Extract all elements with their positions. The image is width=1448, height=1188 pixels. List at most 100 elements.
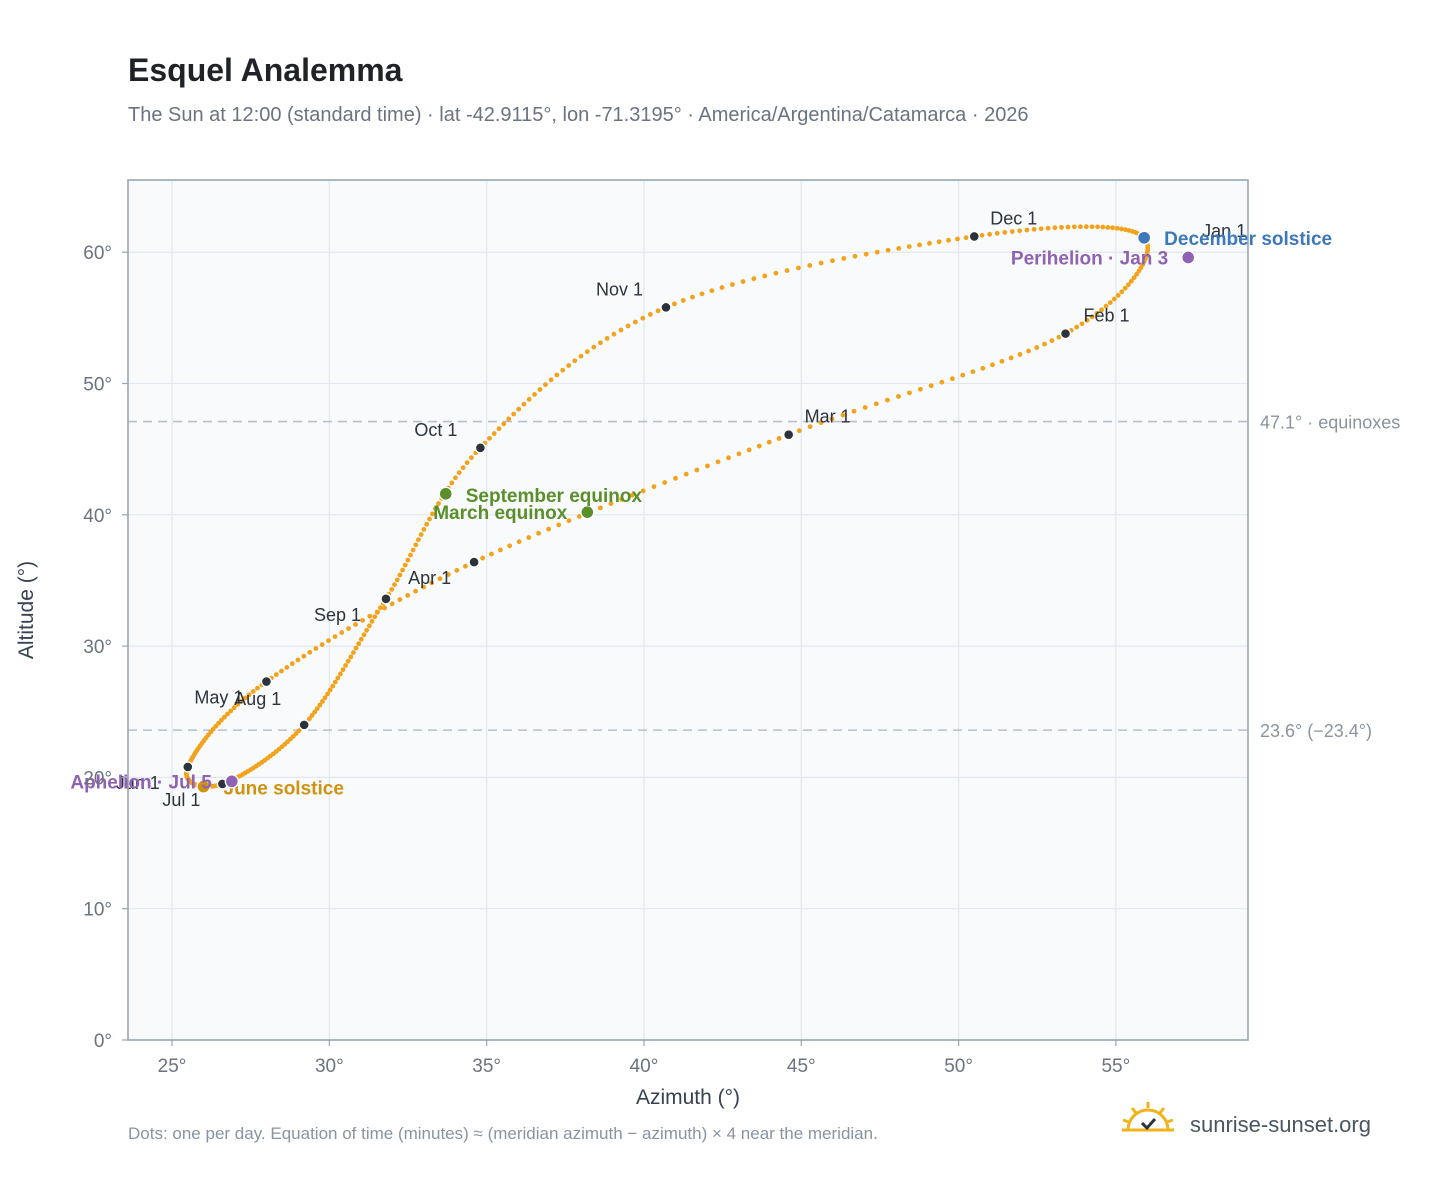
daily-point [632,319,638,325]
daily-point [364,627,370,633]
daily-point [756,443,762,449]
daily-point [536,530,542,536]
daily-point [1031,226,1037,232]
daily-point [852,253,858,259]
daily-point [970,369,976,375]
daily-point [1100,224,1106,230]
daily-point [453,475,458,481]
month-label: May 1 [194,688,243,708]
month-marker [782,429,795,441]
daily-point [516,406,522,412]
daily-point [537,387,543,392]
daily-point [726,455,731,461]
daily-point [1049,338,1055,344]
daily-point [424,521,430,527]
daily-point [841,256,847,261]
month-label: Feb 1 [1084,306,1130,326]
daily-point [776,436,782,441]
month-marker [468,556,480,568]
daily-point [405,557,411,563]
daily-point [235,702,241,707]
daily-point [736,451,742,457]
daily-point [1045,225,1051,231]
month-marker [968,230,980,243]
x-tick-label: 55° [1101,1056,1130,1077]
daily-point [591,344,597,350]
daily-point [295,657,301,663]
daily-point [340,667,346,673]
daily-point [358,636,364,642]
daily-point [421,584,427,590]
daily-point [960,372,966,378]
event-label: March equinox [433,503,568,524]
daily-point [1071,224,1077,230]
daily-point [818,420,824,426]
daily-point [335,675,341,681]
daily-point [597,505,603,511]
daily-point [705,463,710,469]
daily-point [532,391,537,397]
daily-point [437,576,443,582]
daily-point [353,622,358,627]
daily-point [238,698,244,704]
daily-point [556,522,562,528]
event-label: September equinox [466,486,643,507]
daily-point [1024,227,1030,233]
daily-point [543,382,548,388]
daily-point [1078,224,1083,230]
axis-ticks: 25° 30° 35° 40° 45° 50° 55° 0° 10° 20° 30° 40° 50° 60… [83,243,1130,1077]
daily-point [1111,296,1117,302]
daily-point [1128,278,1134,284]
month-marker [380,593,392,605]
daily-point [715,459,721,465]
daily-point [874,249,880,255]
daily-point [578,353,584,359]
daily-point [1074,324,1080,330]
daily-point [526,535,532,540]
daily-point [662,480,668,485]
daily-point [1105,224,1111,230]
daily-point [410,547,416,553]
daily-point [375,609,380,615]
daily-point [506,416,512,422]
x-tick-label: 40° [630,1056,659,1077]
event-marker [580,504,595,520]
daily-point [491,431,497,436]
daily-point [498,547,503,553]
daily-point [219,717,224,723]
y-tick-label: 0° [94,1031,112,1052]
daily-point [427,516,432,522]
daily-point [928,383,934,389]
daily-point [611,331,617,337]
daily-point [762,273,768,279]
daily-point [360,617,365,623]
daily-point [1059,224,1064,230]
daily-point [343,663,348,668]
month-marker [182,761,194,773]
y-tick-label: 50° [83,375,112,396]
month-label: Jan 1 [1202,221,1246,241]
y-tick-label: 40° [83,506,112,527]
daily-point [429,580,435,586]
daily-point [413,588,418,594]
daily-point [740,279,746,284]
daily-point [464,460,470,466]
daily-point [1008,355,1014,361]
daily-point [309,713,315,718]
daily-point [327,687,333,693]
daily-point [672,301,677,307]
daily-point [963,235,969,241]
y-tick-label: 30° [83,637,112,658]
event-marker [438,486,453,502]
daily-point [487,435,492,441]
daily-point [796,265,801,271]
daily-point [221,714,227,720]
daily-point [651,484,657,490]
daily-point [397,572,403,578]
daily-point [987,231,993,237]
daily-point [317,702,323,708]
daily-point [225,711,230,717]
daily-point [647,312,653,317]
